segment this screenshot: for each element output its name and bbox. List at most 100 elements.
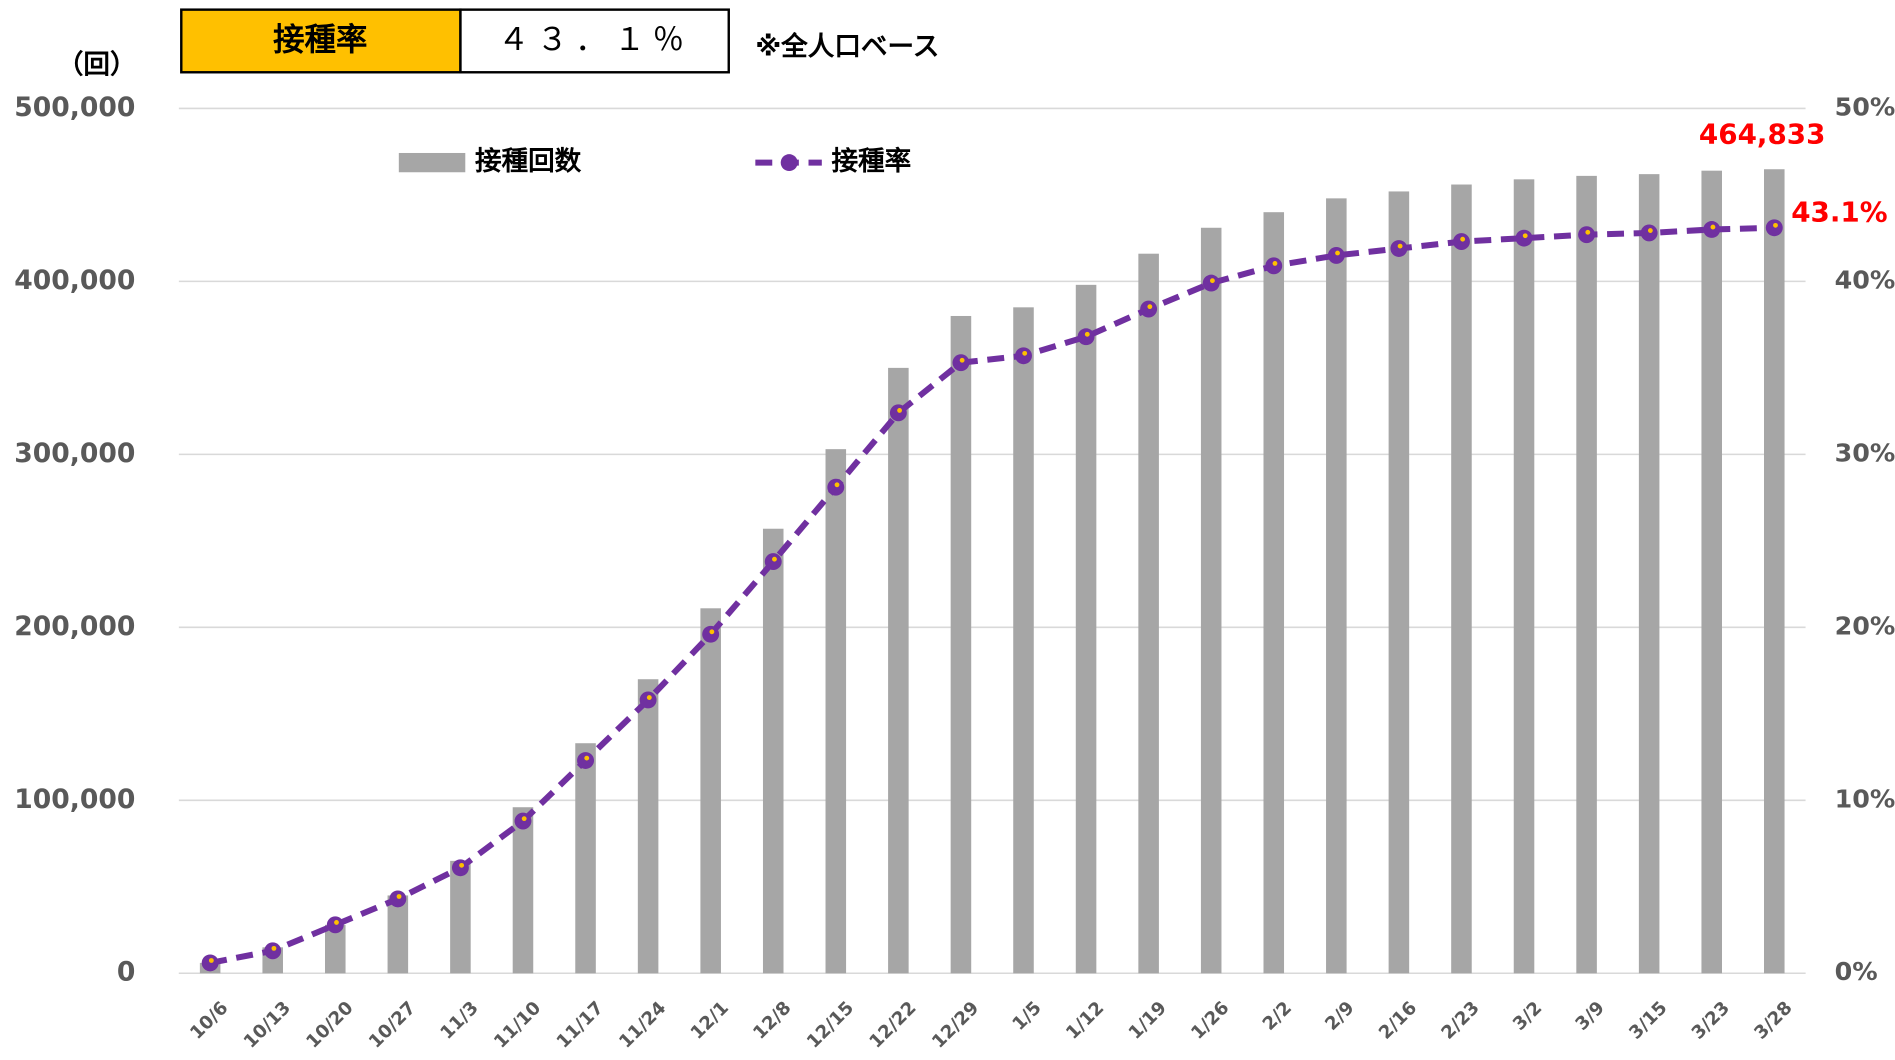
x-tick-label: 10/20: [302, 998, 357, 1053]
x-tick-label: 1/12: [1062, 998, 1108, 1044]
y2-tick-label: 0%: [1835, 956, 1878, 986]
marker-dot: [1022, 350, 1028, 356]
marker: [326, 916, 344, 934]
marker: [1077, 328, 1095, 346]
marker-dot: [1460, 236, 1466, 242]
marker: [577, 752, 595, 769]
marker: [1640, 224, 1658, 242]
x-tick-label: 2/9: [1321, 998, 1358, 1035]
legend-swatch: [398, 152, 466, 173]
legend-label: 接種回数: [475, 146, 582, 177]
y-axis-label: （回）: [57, 50, 137, 81]
marker: [264, 942, 282, 960]
bar: [950, 315, 972, 974]
y2-tick-label: 20%: [1835, 610, 1895, 640]
y-tick-label: 100,000: [14, 784, 135, 815]
marker: [1703, 221, 1721, 238]
legend-label: 接種率: [831, 146, 911, 177]
marker: [514, 812, 532, 830]
y-tick-label: 400,000: [14, 265, 135, 296]
marker-dot: [709, 629, 715, 635]
marker: [639, 691, 657, 709]
y-tick-label: 0: [117, 957, 135, 988]
marker: [1327, 247, 1345, 264]
marker: [389, 890, 407, 908]
bar: [1701, 170, 1722, 974]
marker-dot: [208, 958, 214, 963]
badge-label: 接種率: [273, 22, 367, 58]
marker-dot: [271, 945, 277, 951]
x-tick-label: 10/6: [186, 998, 232, 1044]
data-label: 464,833: [1699, 118, 1826, 151]
x-tick-label: 10/27: [365, 998, 420, 1053]
bar: [762, 528, 784, 974]
marker: [1265, 257, 1283, 275]
bar: [1576, 175, 1597, 974]
bar: [387, 895, 409, 974]
marker: [1140, 300, 1158, 318]
marker-dot: [459, 862, 465, 868]
bar: [1263, 212, 1285, 974]
marker: [1390, 240, 1408, 257]
legend-marker: [780, 154, 798, 172]
marker-dot: [1335, 250, 1340, 256]
marker-dot: [1397, 243, 1403, 249]
marker-dot: [1209, 278, 1215, 284]
marker: [1765, 219, 1783, 237]
bar: [637, 679, 659, 974]
line: [209, 224, 1775, 966]
marker: [1202, 274, 1220, 292]
data-label: 43.1%: [1791, 195, 1887, 228]
x-tick-label: 3/23: [1688, 998, 1734, 1044]
bar: [1138, 253, 1159, 974]
marker-dot: [1647, 228, 1653, 233]
marker-dot: [334, 920, 339, 925]
x-tick-label: 3/9: [1571, 998, 1608, 1035]
badge-value: ４３．１％: [498, 22, 691, 58]
x-tick-label: 11/10: [490, 998, 545, 1053]
marker-dot: [521, 816, 527, 822]
marker-dot: [1585, 229, 1591, 235]
x-tick-label: 1/19: [1125, 998, 1171, 1044]
marker-dot: [1147, 304, 1153, 310]
bar: [888, 367, 909, 974]
bar: [1513, 179, 1535, 974]
bar: [1764, 169, 1785, 974]
x-tick-label: 12/8: [749, 998, 795, 1044]
x-tick-label: 12/29: [928, 998, 983, 1053]
marker: [1452, 233, 1470, 251]
badge-value-box: [459, 8, 730, 74]
bar: [1013, 307, 1034, 974]
marker: [889, 404, 907, 422]
x-tick-label: 2/16: [1375, 998, 1421, 1044]
x-tick-label: 3/2: [1509, 998, 1546, 1035]
marker-dot: [897, 408, 902, 413]
x-tick-label: 3/28: [1750, 998, 1796, 1044]
bar: [1200, 227, 1222, 974]
y2-tick-label: 30%: [1835, 437, 1895, 467]
marker-dot: [1084, 331, 1090, 337]
bar: [575, 743, 596, 974]
x-tick-label: 3/15: [1625, 998, 1671, 1044]
x-tick-label: 1/26: [1187, 998, 1233, 1044]
bar: [1388, 191, 1410, 974]
marker: [764, 553, 782, 571]
marker: [1515, 229, 1533, 247]
marker-dot: [959, 357, 965, 363]
bar: [825, 449, 847, 974]
x-tick-label: 11/17: [553, 998, 608, 1053]
marker: [201, 954, 219, 972]
marker: [1578, 226, 1596, 244]
x-tick-label: 1/5: [1008, 998, 1045, 1035]
badge-box: [180, 8, 462, 74]
x-tick-label: 12/22: [865, 998, 920, 1053]
y-tick-label: 300,000: [14, 438, 135, 469]
x-tick-label: 10/13: [240, 998, 295, 1053]
y2-tick-label: 50%: [1835, 91, 1895, 121]
bar: [1638, 174, 1660, 974]
marker-dot: [1272, 260, 1278, 266]
y2-tick-label: 10%: [1835, 783, 1895, 813]
marker: [952, 354, 970, 372]
